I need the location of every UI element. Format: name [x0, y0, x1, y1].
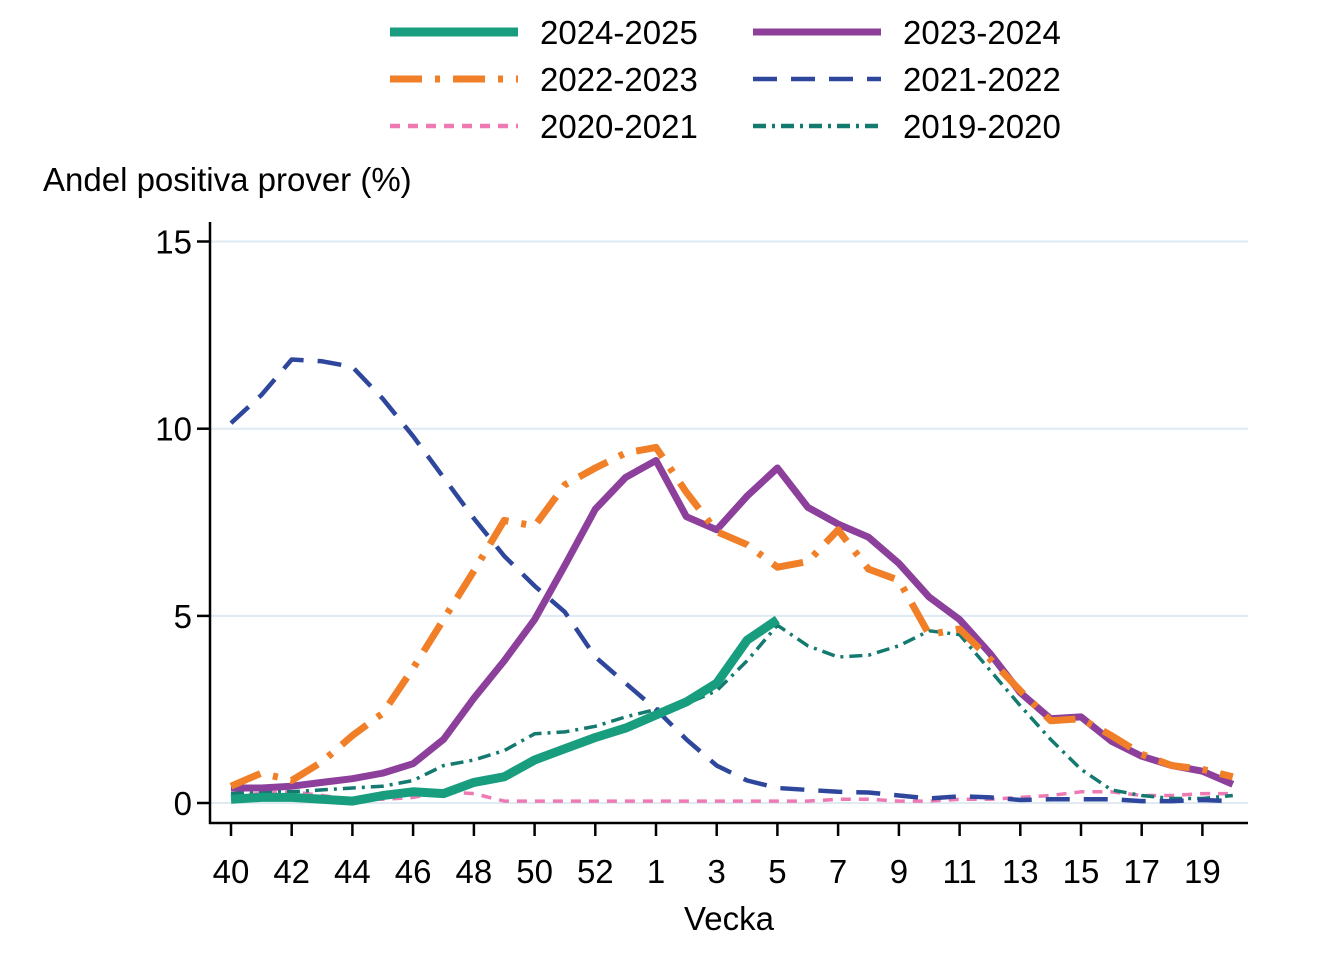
x-tick-label-17: 17 [1123, 853, 1160, 890]
series-line-2020-2021 [230, 790, 1233, 803]
y-tick-label-10: 10 [155, 411, 192, 448]
x-tick-label-13: 13 [1002, 853, 1039, 890]
legend-item-2021-2022: 2021-2022 [753, 61, 1061, 98]
legend-item-2022-2023: 2022-2023 [390, 61, 698, 98]
legend-label-2020-2021: 2020-2021 [540, 108, 698, 145]
legend-item-2024-2025: 2024-2025 [390, 14, 698, 51]
x-tick-label-48: 48 [456, 853, 493, 890]
legend-item-2019-2020: 2019-2020 [753, 108, 1061, 145]
series-line-2023-2024 [231, 457, 1235, 792]
series-line-2019-2020 [230, 623, 1233, 801]
x-tick-label-19: 19 [1184, 853, 1221, 890]
y-tick-label-5: 5 [174, 598, 192, 635]
y-tick-label-0: 0 [174, 785, 192, 822]
x-tick-label-15: 15 [1063, 853, 1100, 890]
legend-item-2020-2021: 2020-2021 [390, 108, 698, 145]
x-tick-label-3: 3 [708, 853, 726, 890]
series-line-2024-2025 [230, 615, 780, 806]
x-axis-title: Vecka [684, 900, 775, 937]
x-tick-label-5: 5 [768, 853, 786, 890]
x-tick-label-40: 40 [213, 853, 250, 890]
x-tick-label-1: 1 [647, 853, 665, 890]
series-line-2021-2022 [229, 357, 1233, 804]
series-line-2022-2023 [229, 443, 1234, 790]
gridlines [210, 240, 1248, 804]
x-tick-label-46: 46 [395, 853, 432, 890]
legend: 2024-2025 2023-2024 2022-2023 2021-2022 2020… [390, 14, 1061, 145]
y-tick-label-15: 15 [155, 224, 192, 261]
series-lines [229, 357, 1235, 806]
legend-label-2021-2022: 2021-2022 [903, 61, 1061, 98]
x-tick-label-44: 44 [334, 853, 371, 890]
x-tick-label-7: 7 [829, 853, 847, 890]
legend-label-2024-2025: 2024-2025 [540, 14, 698, 51]
legend-label-2022-2023: 2022-2023 [540, 61, 698, 98]
legend-item-2023-2024: 2023-2024 [753, 14, 1061, 51]
legend-label-2023-2024: 2023-2024 [903, 14, 1061, 51]
legend-label-2019-2020: 2019-2020 [903, 108, 1061, 145]
x-tick-label-9: 9 [890, 853, 908, 890]
x-tick-label-52: 52 [577, 853, 614, 890]
x-tick-label-42: 42 [273, 853, 310, 890]
chart-title: Andel positiva prover (%) [43, 161, 412, 198]
x-tick-label-11: 11 [942, 853, 976, 890]
x-tick-label-50: 50 [516, 853, 553, 890]
